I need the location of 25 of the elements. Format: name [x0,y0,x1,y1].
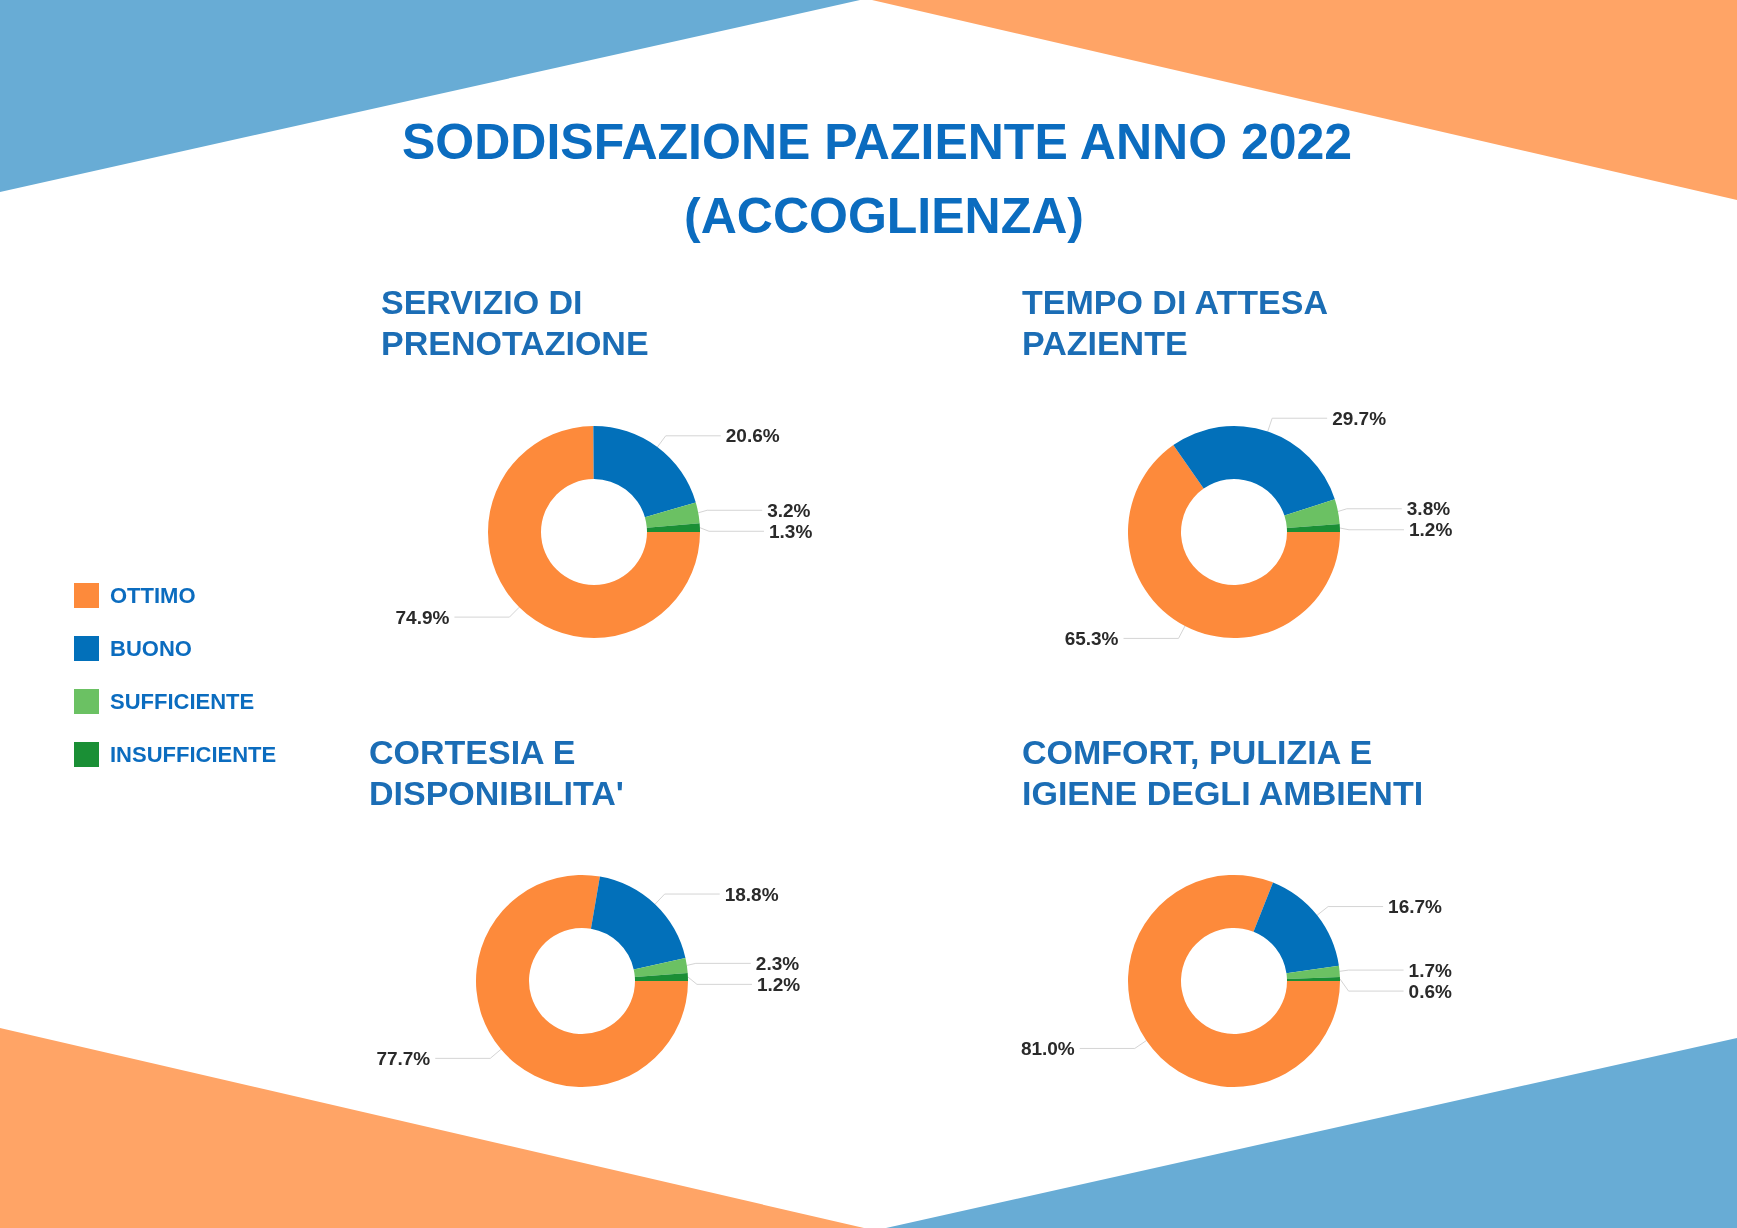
legend-label: SUFFICIENTE [110,689,255,714]
data-label: 2.3% [755,952,800,974]
data-label: 18.8% [724,883,779,905]
data-label: 20.6% [725,425,780,447]
slice-label: CORTESIA E DISPONIBILITA' [369,732,624,812]
data-label: 3.2% [767,499,811,521]
data-label: 81.0% [1020,1037,1075,1059]
slice-label: TEMPO DI ATTESA PAZIENTE [1022,282,1337,362]
chart-title: SODDISFAZIONE PAZIENTE ANNO 2022 (ACCOGLIENZA) [401,114,1367,244]
legend-label: BUONO [110,636,192,661]
legend-label: INSUFFICIENTE [110,742,277,767]
data-label: 74.9% [395,606,450,628]
legend-label: OTTIMO [110,583,196,608]
slice-label: COMFORT, PULIZIA E IGIENE DEGLI AMBIENTI [1022,732,1424,812]
data-label: 65.3% [1064,627,1119,649]
data-label: 1.7% [1408,959,1452,981]
data-label: 1.3% [769,520,813,542]
data-label: 77.7% [376,1047,431,1069]
data-label: 29.7% [1332,407,1387,429]
data-label: 0.6% [1408,980,1452,1002]
data-label: 1.2% [1408,519,1453,541]
data-label: 1.2% [756,973,801,995]
data-label: 16.7% [1388,896,1443,918]
data-label: 3.8% [1406,498,1451,520]
slice-label: SERVIZIO DI PRENOTAZIONE [381,282,649,362]
